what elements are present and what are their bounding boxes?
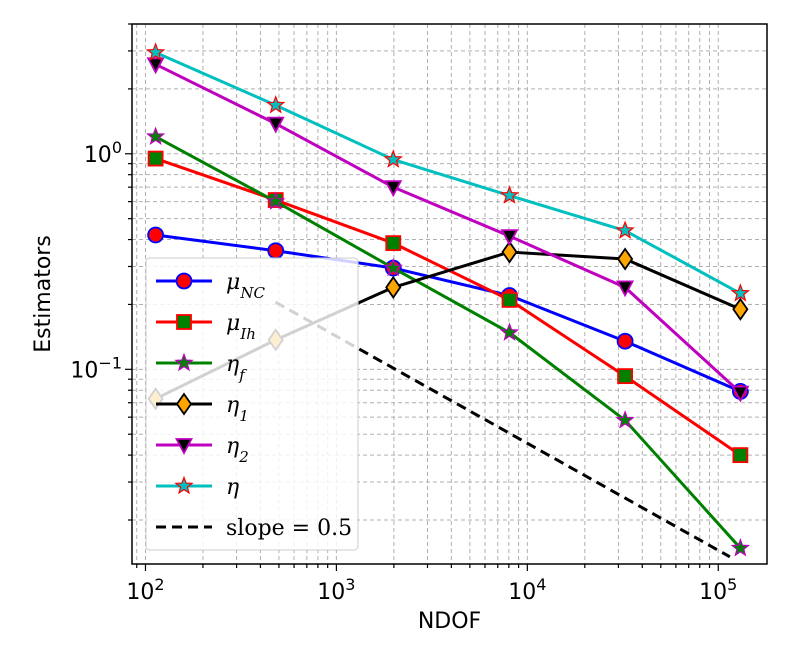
legend-label: η1	[226, 393, 249, 425]
legend-item-eta_2: η2	[156, 434, 249, 466]
data-point-eta_f	[730, 537, 751, 557]
data-point-mu_Ih	[385, 235, 402, 252]
series-line-eta_f	[154, 135, 742, 550]
axis-ticks: 102 103 104 105 10−1 100	[70, 23, 737, 606]
legend-marker	[175, 272, 193, 290]
x-tick-label: 105	[699, 575, 737, 606]
data-point-eta_2	[266, 116, 285, 134]
y-axis-label: Estimators	[31, 235, 56, 353]
legend-item-slope: slope = 0.5	[156, 516, 352, 541]
data-point-eta_1	[385, 275, 402, 299]
series-eta_f	[145, 126, 751, 557]
data-point-eta	[266, 95, 286, 114]
data-point-eta_f	[499, 322, 520, 341]
data-point-eta_2	[616, 280, 635, 298]
legend-label: slope = 0.5	[226, 516, 352, 541]
x-tick-label: 102	[126, 575, 164, 606]
data-point-eta_2	[731, 385, 750, 403]
data-point-mu_NC	[616, 332, 634, 350]
data-point-mu_NC	[147, 226, 165, 244]
data-point-eta_2	[500, 229, 519, 247]
legend-marker	[174, 352, 194, 372]
data-point-eta_f	[383, 257, 403, 277]
plot-frame	[131, 23, 768, 565]
data-point-eta_f	[615, 410, 635, 429]
series-eta	[145, 42, 751, 302]
data-point-eta_2	[146, 57, 165, 75]
x-axis-label: NDOF	[418, 609, 481, 634]
data-point-eta	[145, 42, 166, 61]
data-point-eta_f	[145, 126, 166, 145]
legend-marker	[175, 392, 193, 416]
series-line-mu_Ih	[155, 157, 742, 457]
legend-marker	[174, 438, 194, 455]
legend-item-eta_f: ηf	[156, 352, 247, 384]
data-point-mu_Ih	[501, 291, 518, 308]
x-tick-label: 103	[317, 575, 355, 606]
legend-label: μIh	[226, 311, 256, 343]
data-point-eta_1	[501, 240, 518, 264]
data-point-eta	[383, 149, 403, 168]
y-tick-label: 10−1	[70, 353, 122, 384]
legend-item-eta: η	[156, 475, 239, 500]
legend-marker	[174, 475, 194, 495]
data-point-mu_Ih	[732, 447, 749, 464]
y-tick-label: 100	[84, 137, 122, 168]
series-line-eta_2	[154, 62, 742, 394]
legend-box	[145, 257, 359, 551]
data-point-eta	[499, 185, 520, 204]
data-point-eta_1	[617, 247, 634, 271]
data-point-mu_Ih	[617, 368, 633, 385]
series-eta_2	[146, 57, 750, 403]
data-point-eta_f	[266, 191, 286, 210]
legend-label: η	[226, 475, 239, 500]
series-line-eta	[155, 51, 742, 295]
legend-marker	[176, 314, 192, 330]
legend-item-mu_NC: μNC	[156, 270, 265, 302]
data-point-mu_NC	[267, 242, 285, 260]
series-line-mu_NC	[155, 233, 741, 393]
data-point-eta_1	[732, 297, 749, 321]
legend-label: η2	[226, 434, 249, 466]
data-point-eta	[730, 283, 751, 302]
legend-item-mu_Ih: μIh	[156, 311, 256, 343]
legend-label: μNC	[226, 270, 265, 302]
legend-item-eta_1: η1	[156, 392, 249, 425]
data-point-eta_2	[384, 180, 403, 198]
x-tick-label: 104	[508, 575, 546, 606]
data-point-mu_Ih	[147, 150, 164, 167]
legend-label: ηf	[226, 352, 247, 384]
data-point-eta	[615, 220, 635, 239]
legend: μNC μIh ηf η1 η2 η slope = 0.5	[145, 257, 359, 551]
